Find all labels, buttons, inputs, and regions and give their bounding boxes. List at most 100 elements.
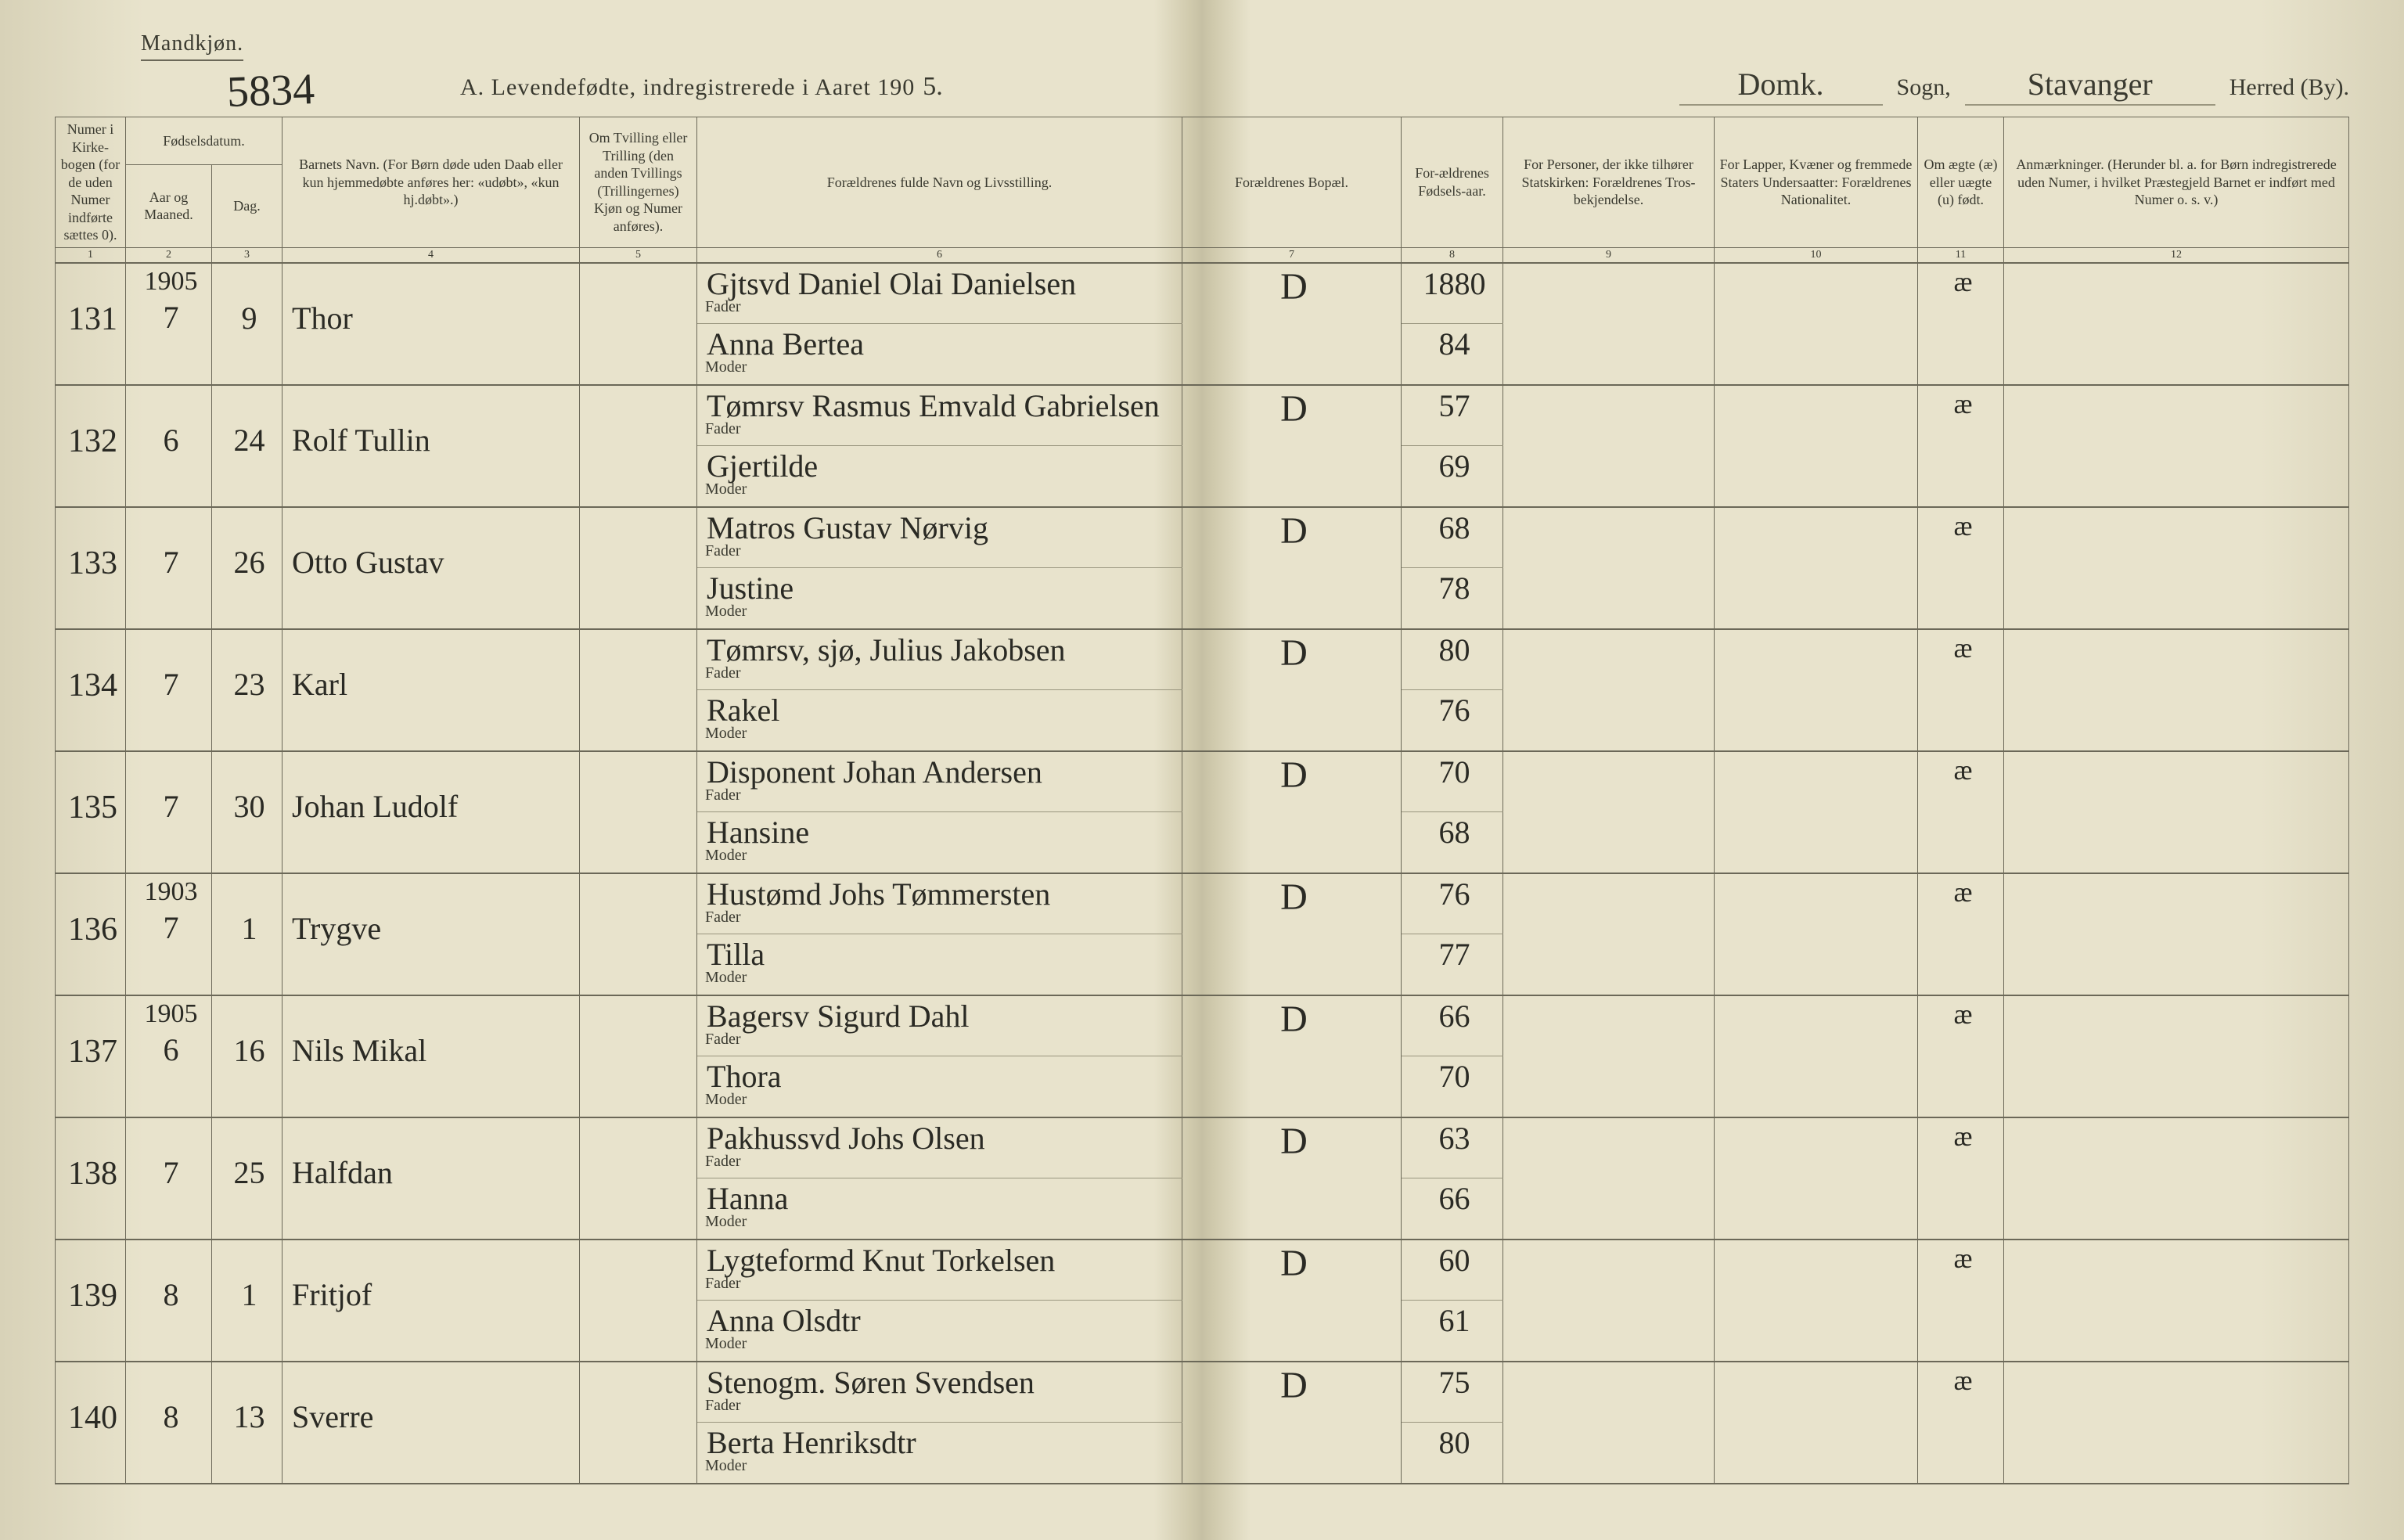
residence-cell: D <box>1182 629 1402 751</box>
birth-day: 1 <box>212 1240 283 1362</box>
father-cell: FaderMatros Gustav Nørvig <box>697 507 1182 568</box>
father-birthyear: 70 <box>1402 751 1503 812</box>
mother-cell: ModerTilla <box>697 934 1182 995</box>
confession-cell <box>1503 507 1715 629</box>
col-header: Forældrenes fulde Navn og Livsstilling. <box>697 117 1182 248</box>
residence-cell: D <box>1182 507 1402 629</box>
mother-birthyear: 61 <box>1402 1301 1503 1362</box>
father-cell: FaderGjtsvd Daniel Olai Danielsen <box>697 263 1182 324</box>
nationality-cell <box>1715 385 1918 507</box>
mother-birthyear: 69 <box>1402 446 1503 507</box>
birth-year-month: 19037 <box>126 873 212 995</box>
remarks-cell <box>2004 263 2349 385</box>
father-birthyear: 68 <box>1402 507 1503 568</box>
birth-day: 30 <box>212 751 283 873</box>
twin-cell <box>580 1240 697 1362</box>
remarks-cell <box>2004 1362 2349 1484</box>
col-header: Numer i Kirke-bogen (for de uden Numer i… <box>56 117 126 248</box>
twin-cell <box>580 507 697 629</box>
legitimacy-cell: æ <box>1918 995 2004 1117</box>
mother-cell: ModerGjertilde <box>697 446 1182 507</box>
legitimacy-cell: æ <box>1918 1117 2004 1240</box>
mother-cell: ModerAnna Olsdtr <box>697 1301 1182 1362</box>
child-name: Sverre <box>283 1362 580 1484</box>
nationality-cell <box>1715 995 1918 1117</box>
mother-birthyear: 76 <box>1402 690 1503 751</box>
parish-register-page: Mandkjøn. 5834 A. Levendefødte, indregis… <box>0 0 2404 1540</box>
entry-number: 139 <box>56 1240 126 1362</box>
mother-cell: ModerThora <box>697 1056 1182 1117</box>
father-birthyear: 1880 <box>1402 263 1503 324</box>
entry-row-father: 136190371TrygveFaderHustømd Johs Tømmers… <box>56 873 2349 934</box>
col-header: For Lapper, Kvæner og fremmede Staters U… <box>1715 117 1918 248</box>
col-header: Forældrenes Bopæl. <box>1182 117 1402 248</box>
nationality-cell <box>1715 1240 1918 1362</box>
twin-cell <box>580 1362 697 1484</box>
residence-cell: D <box>1182 751 1402 873</box>
birth-year-month: 7 <box>126 507 212 629</box>
entry-number: 136 <box>56 873 126 995</box>
entry-number: 134 <box>56 629 126 751</box>
legitimacy-cell: æ <box>1918 385 2004 507</box>
birth-day: 24 <box>212 385 283 507</box>
confession-cell <box>1503 1362 1715 1484</box>
remarks-cell <box>2004 751 2349 873</box>
mother-birthyear: 84 <box>1402 324 1503 385</box>
title-row: A. Levendefødte, indregistrerede i Aaret… <box>55 66 2349 106</box>
remarks-cell <box>2004 1117 2349 1240</box>
remarks-cell <box>2004 995 2349 1117</box>
remarks-cell <box>2004 385 2349 507</box>
confession-cell <box>1503 263 1715 385</box>
confession-cell <box>1503 1240 1715 1362</box>
herred-value: Stavanger <box>1965 66 2215 106</box>
father-birthyear: 66 <box>1402 995 1503 1056</box>
entry-row-father: 1371905616Nils MikalFaderBagersv Sigurd … <box>56 995 2349 1056</box>
twin-cell <box>580 629 697 751</box>
father-cell: FaderLygteformd Knut Torkelsen <box>697 1240 1182 1301</box>
nationality-cell <box>1715 1362 1918 1484</box>
confession-cell <box>1503 873 1715 995</box>
column-number-row: 1 2 3 4 5 6 7 8 9 10 11 12 <box>56 247 2349 263</box>
twin-cell <box>580 873 697 995</box>
father-cell: FaderPakhussvd Johs Olsen <box>697 1117 1182 1178</box>
father-birthyear: 60 <box>1402 1240 1503 1301</box>
legitimacy-cell: æ <box>1918 263 2004 385</box>
table-body: 131190579ThorFaderGjtsvd Daniel Olai Dan… <box>56 263 2349 1484</box>
page-number-handwritten: 5834 <box>226 64 315 117</box>
father-cell: FaderTømrsv, sjø, Julius Jakobsen <box>697 629 1182 690</box>
birth-day: 23 <box>212 629 283 751</box>
mother-birthyear: 70 <box>1402 1056 1503 1117</box>
entry-row-father: 13981FritjofFaderLygteformd Knut Torkels… <box>56 1240 2349 1301</box>
birth-year-month: 19056 <box>126 995 212 1117</box>
header-row: Mandkjøn. <box>55 31 2349 61</box>
entry-row-father: 131190579ThorFaderGjtsvd Daniel Olai Dan… <box>56 263 2349 324</box>
sogn-label: Sogn, <box>1897 74 1951 101</box>
mother-birthyear: 77 <box>1402 934 1503 995</box>
father-birthyear: 57 <box>1402 385 1503 446</box>
remarks-cell <box>2004 1240 2349 1362</box>
father-cell: FaderStenogm. Søren Svendsen <box>697 1362 1182 1423</box>
entry-row-father: 140813SverreFaderStenogm. Søren Svendsen… <box>56 1362 2349 1423</box>
col-header: Anmærkninger. (Herunder bl. a. for Børn … <box>2004 117 2349 248</box>
col-header: For Personer, der ikke tilhører Statskir… <box>1503 117 1715 248</box>
legitimacy-cell: æ <box>1918 1362 2004 1484</box>
birth-day: 16 <box>212 995 283 1117</box>
twin-cell <box>580 1117 697 1240</box>
gender-heading: Mandkjøn. <box>141 31 243 61</box>
nationality-cell <box>1715 873 1918 995</box>
twin-cell <box>580 263 697 385</box>
residence-cell: D <box>1182 873 1402 995</box>
child-name: Rolf Tullin <box>283 385 580 507</box>
father-birthyear: 80 <box>1402 629 1503 690</box>
mother-birthyear: 80 <box>1402 1423 1503 1484</box>
herred-label: Herred (By). <box>2229 74 2349 101</box>
child-name: Fritjof <box>283 1240 580 1362</box>
legitimacy-cell: æ <box>1918 507 2004 629</box>
birth-year-month: 8 <box>126 1362 212 1484</box>
twin-cell <box>580 385 697 507</box>
sogn-value: Domk. <box>1679 66 1883 106</box>
year-suffix: 5. <box>923 72 943 102</box>
entry-number: 135 <box>56 751 126 873</box>
col-header: Barnets Navn. (For Børn døde uden Daab e… <box>283 117 580 248</box>
nationality-cell <box>1715 263 1918 385</box>
